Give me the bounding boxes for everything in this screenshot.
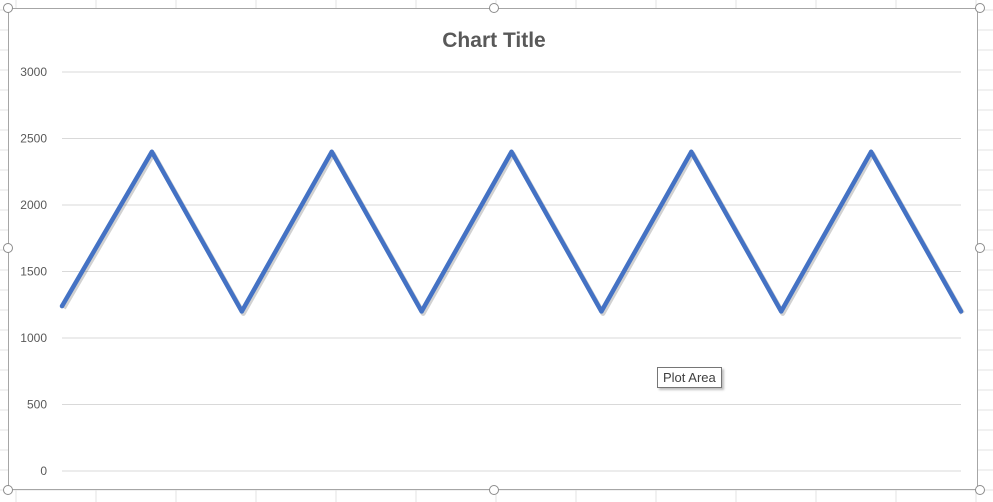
- plot-area-tooltip: Plot Area: [657, 367, 722, 388]
- resize-handle-top-left[interactable]: [3, 3, 13, 13]
- y-tick-label: 1500: [20, 265, 47, 279]
- data-point[interactable]: [869, 149, 874, 154]
- y-tick-label: 1000: [20, 331, 47, 345]
- resize-handle-bottom-left[interactable]: [3, 485, 13, 495]
- chart-area[interactable]: Chart Title 0 500 1000 1500 2000 2500 3000: [8, 8, 978, 490]
- chart-title[interactable]: Chart Title: [442, 29, 546, 52]
- resize-handle-top-center[interactable]: [489, 3, 499, 13]
- y-tick-label: 500: [27, 398, 47, 412]
- resize-handle-bottom-center[interactable]: [489, 485, 499, 495]
- data-point[interactable]: [149, 149, 154, 154]
- y-tick-label: 2500: [20, 132, 47, 146]
- data-point[interactable]: [959, 309, 963, 314]
- resize-handle-middle-right[interactable]: [975, 243, 985, 253]
- y-tick-label: 0: [40, 464, 47, 478]
- resize-handle-top-right[interactable]: [975, 3, 985, 13]
- data-point[interactable]: [599, 309, 604, 314]
- y-tick-label: 2000: [20, 198, 47, 212]
- data-point[interactable]: [509, 149, 514, 154]
- data-point[interactable]: [689, 149, 694, 154]
- data-point[interactable]: [419, 309, 424, 314]
- data-point[interactable]: [329, 149, 334, 154]
- data-point[interactable]: [239, 309, 244, 314]
- data-point[interactable]: [779, 309, 784, 314]
- series-line-1[interactable]: [59, 149, 964, 314]
- resize-handle-bottom-right[interactable]: [975, 485, 985, 495]
- y-tick-label: 3000: [20, 65, 47, 79]
- plot-area[interactable]: 0 500 1000 1500 2000 2500 3000: [9, 9, 979, 491]
- data-point[interactable]: [60, 304, 64, 309]
- resize-handle-middle-left[interactable]: [3, 243, 13, 253]
